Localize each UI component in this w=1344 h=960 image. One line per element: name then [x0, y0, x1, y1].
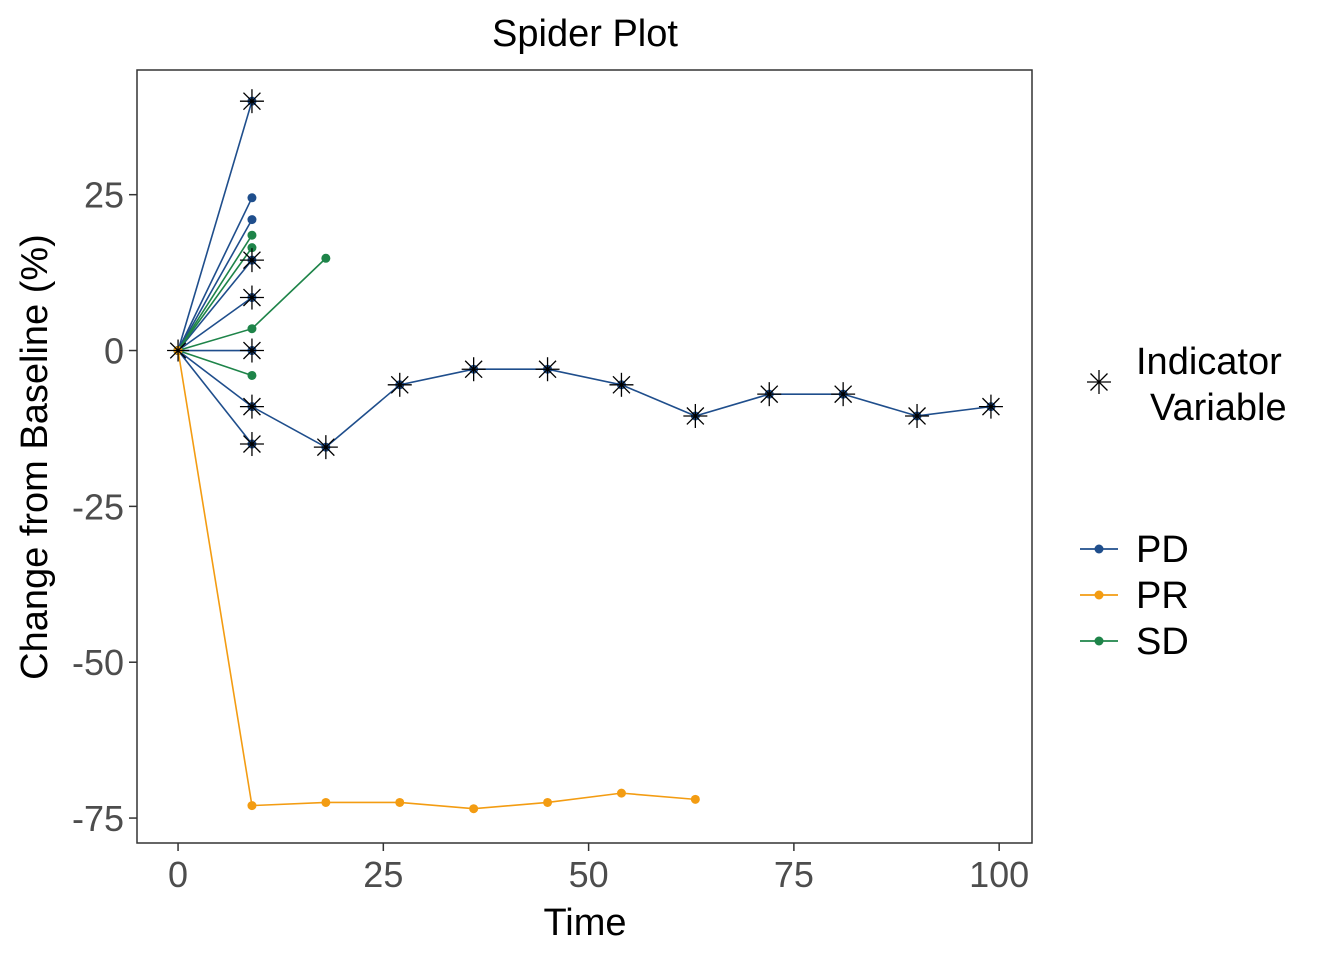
plot-panel-border — [136, 69, 1033, 844]
x-tick-label-1: 25 — [363, 854, 403, 895]
legend-label-pr: PR — [1136, 575, 1189, 617]
legend-indicator-title-line2: Variable — [1150, 387, 1287, 429]
series-line-pd-3 — [177, 259, 253, 352]
indicator-star-7-6 — [683, 403, 708, 428]
indicator-star-stroke — [982, 397, 1000, 416]
x-tick-label-2: 50 — [569, 854, 609, 895]
data-point-pd-2-1 — [247, 215, 257, 225]
indicator-star-stroke — [243, 397, 261, 416]
indicator-star-7-2 — [387, 372, 412, 397]
y-tick-label-3: 0 — [104, 331, 124, 372]
indicator-star-stroke — [612, 375, 631, 394]
indicator-star-stroke — [908, 407, 926, 425]
legend-indicator-star — [1087, 370, 1111, 394]
series-line-sd-9 — [177, 247, 253, 351]
data-point-pr-12-7 — [690, 794, 700, 804]
legend-label-sd: SD — [1136, 621, 1189, 663]
x-tick-label-3: 75 — [774, 854, 814, 895]
series-line-pr-12 — [177, 350, 696, 810]
indicator-star-7-9 — [905, 403, 930, 428]
legend-indicator: Indicator Variable — [1087, 341, 1292, 429]
indicator-star-7-5 — [609, 372, 634, 397]
indicator-star-stroke — [243, 341, 261, 360]
data-point-sd-9-1 — [247, 243, 257, 253]
indicator-star-7-7 — [757, 382, 782, 407]
data-point-pr-12-3 — [395, 797, 405, 807]
legend-label-pd: PD — [1136, 529, 1189, 571]
indicator-star-stroke — [243, 92, 261, 111]
indicator-star-baseline-0 — [167, 339, 190, 362]
axes: 0 25 50 75 100 -75 -50 -25 0 25 — [72, 175, 1029, 895]
data-point-sd-10-1 — [247, 324, 257, 334]
indicator-star-stroke — [538, 360, 557, 379]
indicator-star-stroke — [316, 438, 335, 457]
indicator-star-7-1 — [313, 435, 338, 460]
indicator-star-stroke — [243, 288, 261, 307]
indicator-star-stroke — [243, 435, 261, 453]
legend-indicator-title-line1: Indicator — [1136, 341, 1282, 383]
indicator-star-stroke — [686, 407, 705, 425]
legend-item-sd: SD — [1080, 621, 1189, 663]
series-line-pd-2 — [177, 219, 253, 351]
data-point-pr-12-2 — [321, 797, 331, 807]
indicator-star-stroke — [243, 251, 261, 270]
x-tick-label-0: 0 — [168, 854, 188, 895]
plot-marks — [167, 89, 1003, 814]
indicator-star-stroke — [1090, 373, 1108, 391]
indicator-star-6-0 — [239, 432, 264, 457]
indicator-star-7-4 — [535, 357, 560, 382]
series-line-pd-7 — [177, 349, 992, 449]
legend-point-pd — [1094, 544, 1104, 554]
data-point-pr-12-6 — [616, 788, 626, 798]
y-tick-label-4: 25 — [84, 175, 124, 216]
data-point-sd-11-1 — [247, 370, 257, 380]
series-line-sd-11 — [177, 349, 253, 377]
series-line-sd-8 — [177, 234, 253, 351]
series-line-pd-0 — [177, 100, 253, 351]
indicator-star-stroke — [464, 360, 483, 379]
legend-indicator-title: Indicator Variable — [1136, 341, 1292, 429]
legend-point-pr — [1094, 590, 1104, 600]
legend-indicator-key — [1087, 370, 1111, 394]
y-tick-label-2: -25 — [72, 486, 124, 527]
indicator-star-7-3 — [461, 357, 486, 382]
y-axis-label: Change from Baseline (%) — [14, 234, 56, 680]
data-point-sd-8-1 — [247, 230, 257, 240]
y-tick-label-0: -75 — [72, 798, 124, 839]
data-point-pr-12-1 — [247, 801, 257, 811]
chart-title: Spider Plot — [492, 13, 678, 55]
series-line-pd-1 — [177, 197, 253, 351]
indicator-star-0-0 — [239, 89, 264, 114]
indicator-star-stroke — [760, 385, 779, 404]
indicator-star-7-8 — [831, 382, 856, 407]
indicator-star-5-0 — [239, 338, 264, 363]
legend-item-pr: PR — [1080, 575, 1189, 617]
legend-item-pd: PD — [1080, 529, 1189, 571]
indicator-star-stroke — [834, 385, 853, 404]
indicator-star-stroke — [169, 342, 187, 359]
x-axis-label: Time — [543, 902, 626, 944]
data-point-pr-12-4 — [469, 804, 479, 814]
indicator-star-7-0 — [239, 394, 264, 419]
legend-point-sd — [1094, 636, 1104, 646]
data-point-sd-10-2 — [321, 253, 331, 263]
data-point-pd-1-1 — [247, 193, 257, 203]
indicator-star-stroke — [390, 375, 409, 394]
indicator-star-4-0 — [239, 285, 264, 310]
data-point-pr-12-5 — [543, 797, 553, 807]
indicator-star-7-10 — [978, 394, 1003, 419]
y-tick-label-1: -50 — [72, 642, 124, 683]
x-tick-label-4: 100 — [969, 854, 1029, 895]
series-line-pd-6 — [177, 350, 253, 445]
indicator-star-3-0 — [239, 248, 264, 273]
series-line-pd-4 — [177, 296, 253, 352]
